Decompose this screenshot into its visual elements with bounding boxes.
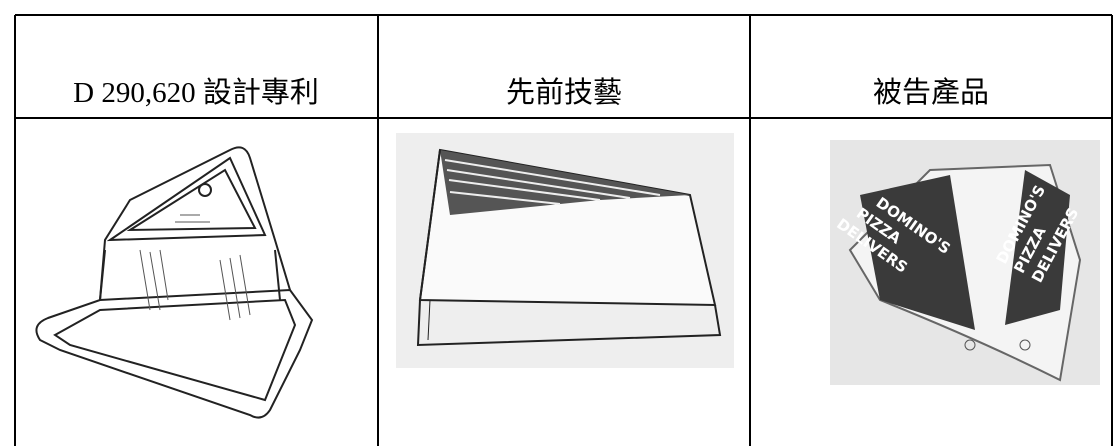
- patent-drawing: [35, 146, 314, 419]
- header-cell: D 290,620 設計專利: [73, 76, 319, 109]
- header-cell: 被告產品: [873, 76, 989, 109]
- header-cell: 先前技藝: [506, 76, 622, 109]
- prior-art-image: [396, 133, 734, 368]
- table-grid: [14, 14, 1113, 446]
- product-photo: DOMINO'S PIZZA DELIVERS DOMINO'S PIZZA D…: [830, 140, 1100, 385]
